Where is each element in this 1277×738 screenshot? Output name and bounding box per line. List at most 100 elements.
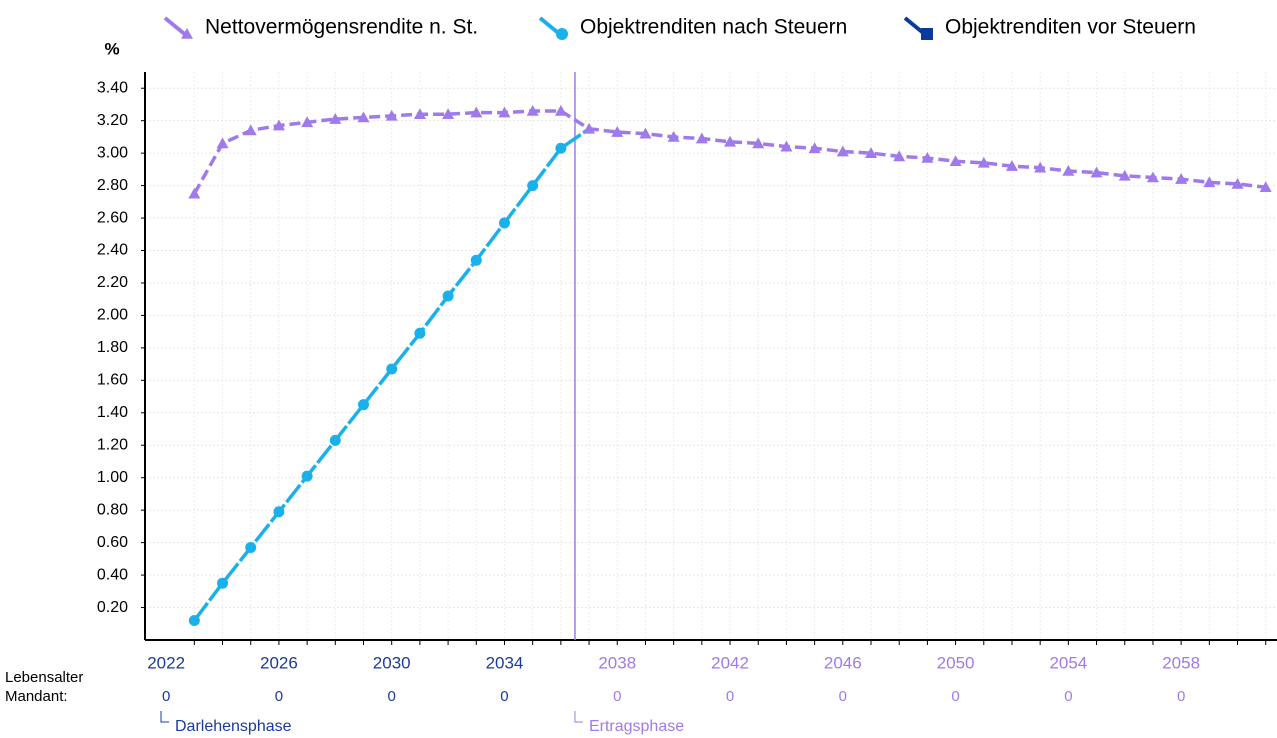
legend-label: Nettovermögensrendite n. St. xyxy=(205,16,478,39)
circle-marker xyxy=(386,363,398,375)
y-tick-label: 2.60 xyxy=(97,209,128,226)
triangle-marker xyxy=(611,126,624,137)
age-label: 0 xyxy=(726,688,734,705)
y-tick-label: 1.00 xyxy=(97,469,128,486)
circle-marker xyxy=(273,506,285,518)
circle-marker xyxy=(301,470,313,482)
x-tick-label: 2030 xyxy=(373,653,411,672)
triangle-marker xyxy=(808,142,821,154)
age-label: 0 xyxy=(388,688,396,705)
triangle-marker xyxy=(977,156,990,168)
triangle-marker xyxy=(442,108,455,119)
triangle-marker xyxy=(1062,164,1075,176)
circle-marker xyxy=(527,180,539,192)
phase-label: Ertragsphase xyxy=(589,718,684,735)
y-tick-label: 0.40 xyxy=(97,566,128,583)
age-label: 0 xyxy=(1177,688,1185,705)
circle-marker xyxy=(556,28,568,40)
triangle-marker xyxy=(1231,177,1244,189)
triangle-marker xyxy=(1090,166,1103,178)
y-tick-label: 2.20 xyxy=(97,274,128,291)
triangle-marker xyxy=(893,150,906,162)
age-label: 0 xyxy=(839,688,847,705)
triangle-marker xyxy=(216,137,229,149)
circle-marker xyxy=(498,217,510,229)
triangle-marker xyxy=(921,152,934,163)
phase-label: Darlehensphase xyxy=(175,718,292,735)
triangle-marker xyxy=(1175,173,1188,184)
square-marker xyxy=(921,28,933,40)
y-tick-label: 0.60 xyxy=(97,534,128,551)
triangle-marker xyxy=(385,109,398,121)
triangle-marker xyxy=(188,187,201,199)
x-tick-label: 2046 xyxy=(824,653,862,672)
triangle-marker xyxy=(695,132,708,144)
x-tick-label: 2054 xyxy=(1049,653,1087,672)
triangle-marker xyxy=(1034,161,1047,173)
x-tick-label: 2058 xyxy=(1162,653,1200,672)
y-tick-label: 2.80 xyxy=(97,177,128,194)
triangle-marker xyxy=(949,155,962,167)
y-tick-label: 1.20 xyxy=(97,436,128,453)
phase-bracket xyxy=(574,711,583,723)
x-tick-label: 2022 xyxy=(147,653,185,672)
age-row-label: Mandant: xyxy=(5,688,68,705)
circle-marker xyxy=(470,254,482,266)
triangle-marker xyxy=(413,108,426,119)
y-tick-label: 1.40 xyxy=(97,404,128,421)
y-tick-label: 3.00 xyxy=(97,144,128,161)
x-tick-label: 2050 xyxy=(937,653,975,672)
triangle-marker xyxy=(470,106,483,118)
age-label: 0 xyxy=(1064,688,1072,705)
x-tick-label: 2026 xyxy=(260,653,298,672)
age-label: 0 xyxy=(613,688,621,705)
triangle-marker xyxy=(181,28,193,39)
circle-marker xyxy=(217,577,229,589)
legend-label: Objektrenditen vor Steuern xyxy=(945,16,1196,39)
y-tick-label: 1.80 xyxy=(97,339,128,356)
y-tick-label: 1.60 xyxy=(97,372,128,389)
y-tick-label: 2.00 xyxy=(97,307,128,324)
triangle-marker xyxy=(752,137,765,149)
triangle-marker xyxy=(357,111,370,123)
y-unit: % xyxy=(104,39,119,58)
triangle-marker xyxy=(526,104,539,116)
triangle-marker xyxy=(639,127,652,139)
age-row-label: Lebensalter xyxy=(5,669,83,686)
y-tick-label: 0.20 xyxy=(97,599,128,616)
x-tick-label: 2042 xyxy=(711,653,749,672)
triangle-marker xyxy=(498,106,511,118)
circle-marker xyxy=(245,541,257,553)
circle-marker xyxy=(555,142,567,154)
triangle-marker xyxy=(667,130,680,142)
triangle-marker xyxy=(865,147,878,158)
triangle-marker xyxy=(329,113,342,124)
circle-marker xyxy=(414,327,426,339)
circle-marker xyxy=(358,399,370,411)
legend-label: Objektrenditen nach Steuern xyxy=(580,16,847,39)
triangle-marker xyxy=(554,104,567,116)
y-tick-label: 3.40 xyxy=(97,79,128,96)
triangle-marker xyxy=(1118,169,1131,181)
triangle-marker xyxy=(301,116,314,128)
x-tick-label: 2038 xyxy=(598,653,636,672)
triangle-marker xyxy=(1005,160,1018,171)
x-tick-label: 2034 xyxy=(486,653,524,672)
circle-marker xyxy=(329,434,341,446)
phase-bracket xyxy=(160,711,169,723)
age-label: 0 xyxy=(951,688,959,705)
y-tick-label: 3.20 xyxy=(97,112,128,129)
triangle-marker xyxy=(244,124,257,136)
age-label: 0 xyxy=(500,688,508,705)
series-line xyxy=(192,109,1266,195)
age-label: 0 xyxy=(275,688,283,705)
triangle-marker xyxy=(1146,171,1159,183)
triangle-marker xyxy=(836,145,849,157)
triangle-marker xyxy=(724,135,737,147)
y-tick-label: 2.40 xyxy=(97,242,128,259)
triangle-marker xyxy=(1203,176,1216,188)
triangle-marker xyxy=(1259,181,1272,193)
circle-marker xyxy=(188,615,200,627)
age-label: 0 xyxy=(162,688,170,705)
